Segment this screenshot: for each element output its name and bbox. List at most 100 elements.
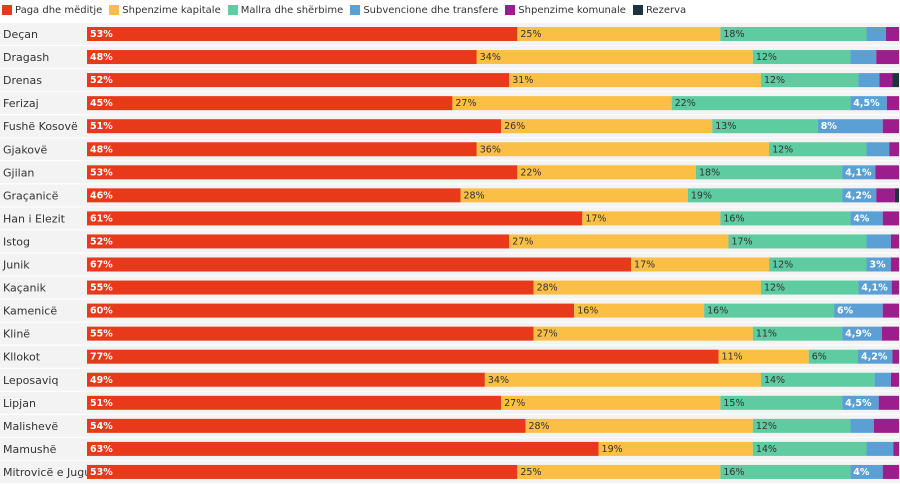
bar-segment bbox=[728, 234, 867, 249]
bar-segment bbox=[476, 50, 753, 65]
bar-segment bbox=[769, 257, 867, 272]
bar-segment bbox=[87, 119, 502, 134]
data-label: 27% bbox=[537, 329, 558, 340]
bar-segment bbox=[87, 50, 477, 65]
category-label: Kllokot bbox=[3, 351, 41, 364]
bar-segment bbox=[874, 372, 891, 387]
data-label: 6% bbox=[837, 306, 854, 317]
bar-segment bbox=[509, 234, 729, 249]
data-label: 28% bbox=[528, 421, 549, 432]
data-label: 60% bbox=[90, 306, 113, 317]
legend-label: Mallra dhe shërbime bbox=[240, 4, 344, 16]
legend-item: Shpenzime kapitale bbox=[109, 5, 221, 16]
legend-label: Subvencione dhe transfere bbox=[363, 4, 499, 16]
data-label: 53% bbox=[90, 29, 113, 40]
data-label: 27% bbox=[512, 236, 533, 247]
bar-segment bbox=[87, 349, 719, 364]
chart-legend: Paga dhe mëditje Shpenzime kapitale Mallra… bbox=[2, 2, 693, 18]
data-label: 48% bbox=[90, 52, 113, 63]
bar-segment bbox=[817, 119, 883, 134]
bar-segment bbox=[842, 188, 877, 203]
data-label: 15% bbox=[723, 398, 744, 409]
data-label: 4,2% bbox=[861, 352, 888, 363]
category-label: Dragash bbox=[3, 51, 49, 64]
data-label: 17% bbox=[585, 213, 606, 224]
category-label: Leposaviq bbox=[3, 374, 58, 387]
bar-segment bbox=[752, 441, 867, 456]
bar-segment bbox=[858, 73, 880, 88]
bar-segment bbox=[720, 27, 867, 41]
data-label: 55% bbox=[90, 283, 113, 294]
bar-segment bbox=[873, 418, 899, 433]
category-label: Malishevë bbox=[3, 420, 58, 433]
data-label: 77% bbox=[90, 352, 113, 363]
bar-segment bbox=[881, 326, 899, 341]
data-label: 17% bbox=[731, 236, 752, 247]
data-label: 48% bbox=[90, 144, 113, 155]
legend-swatch bbox=[2, 5, 12, 15]
category-label: Fushë Kosovë bbox=[3, 120, 78, 133]
data-label: 28% bbox=[464, 190, 485, 201]
data-label: 11% bbox=[756, 329, 777, 340]
data-label: 4,1% bbox=[845, 167, 872, 178]
bar-segment bbox=[850, 96, 887, 111]
bar-segment bbox=[720, 464, 851, 479]
bar-segment bbox=[87, 73, 510, 88]
category-label: Drenas bbox=[3, 74, 42, 87]
data-label: 45% bbox=[90, 98, 113, 109]
category-label: Kamenicë bbox=[3, 305, 57, 318]
legend-label: Rezerva bbox=[645, 4, 687, 16]
data-label: 12% bbox=[756, 52, 777, 63]
data-label: 17% bbox=[634, 260, 655, 271]
data-label: 25% bbox=[520, 467, 541, 478]
data-label: 49% bbox=[90, 375, 113, 386]
legend-swatch bbox=[227, 5, 238, 15]
data-label: 46% bbox=[90, 190, 113, 201]
category-label: Mamushë bbox=[3, 443, 57, 456]
bar-segment bbox=[501, 395, 721, 410]
legend-label: Shpenzime komunale bbox=[518, 4, 626, 16]
bar-segment bbox=[850, 211, 883, 226]
bar-segment bbox=[533, 280, 761, 295]
bar-segment bbox=[718, 349, 809, 364]
bar-segment bbox=[533, 326, 753, 341]
legend-swatch bbox=[505, 5, 516, 15]
data-label: 19% bbox=[691, 190, 712, 201]
data-label: 8% bbox=[821, 121, 838, 132]
bar-segment bbox=[484, 372, 761, 387]
data-label: 54% bbox=[90, 421, 113, 432]
bar-segment bbox=[834, 303, 883, 318]
data-label: 26% bbox=[504, 121, 525, 132]
bar-segment bbox=[517, 464, 721, 479]
legend-item: Mallra dhe shërbime bbox=[227, 4, 344, 16]
bar-segment bbox=[866, 441, 894, 456]
bar-segment bbox=[87, 188, 461, 203]
data-label: 16% bbox=[577, 306, 598, 317]
bar-segment bbox=[598, 441, 753, 456]
bar-segment bbox=[752, 326, 843, 341]
data-label: 4% bbox=[853, 213, 870, 224]
category-label: Lipjan bbox=[3, 397, 36, 410]
data-label: 19% bbox=[602, 444, 623, 455]
data-label: 34% bbox=[488, 375, 509, 386]
category-label: Istog bbox=[3, 235, 30, 248]
bar-segment bbox=[87, 142, 477, 157]
data-label: 67% bbox=[90, 260, 113, 271]
bar-segment bbox=[882, 303, 899, 318]
category-label: Mitrovicë e Jugut bbox=[3, 466, 96, 479]
bar-segment bbox=[886, 27, 899, 41]
bar-segment bbox=[876, 50, 899, 65]
legend-item: Paga dhe mëditje bbox=[2, 5, 102, 16]
bar-segment bbox=[842, 395, 879, 410]
bar-segment bbox=[631, 257, 770, 272]
bar-segment bbox=[889, 142, 899, 157]
bar-segment bbox=[876, 188, 895, 203]
bar-segment bbox=[720, 395, 843, 410]
bar-segment bbox=[866, 27, 887, 41]
bar-segment bbox=[696, 165, 843, 180]
data-label: 22% bbox=[520, 167, 541, 178]
data-label: 4,5% bbox=[853, 98, 880, 109]
data-label: 53% bbox=[90, 167, 113, 178]
bar-segment bbox=[866, 142, 890, 157]
bar-segment bbox=[87, 464, 518, 479]
